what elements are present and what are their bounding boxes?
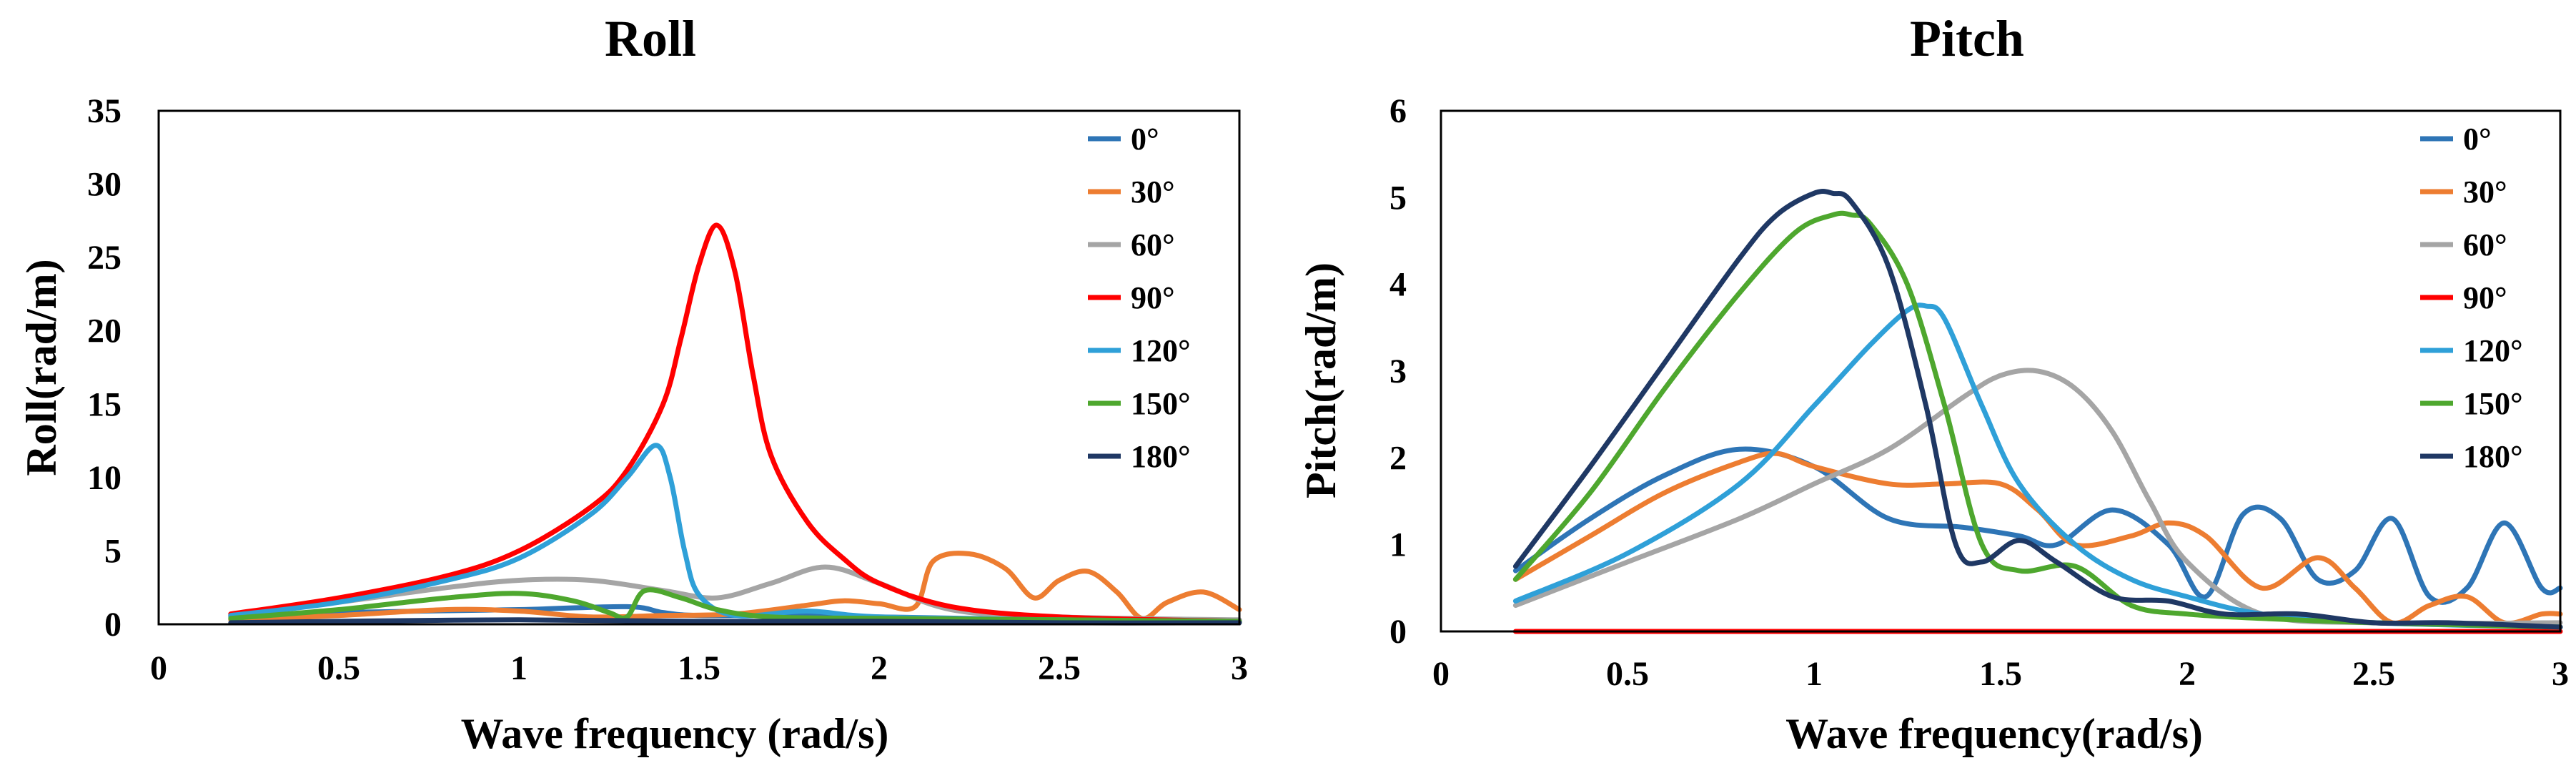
y-tick-label: 3 bbox=[1389, 353, 1407, 390]
x-tick-label: 0 bbox=[150, 649, 167, 687]
x-tick-label: 2 bbox=[871, 649, 888, 687]
y-tick-label: 20 bbox=[87, 312, 122, 350]
x-tick-label: 2.5 bbox=[2352, 655, 2395, 693]
x-tick-label: 2 bbox=[2179, 655, 2196, 693]
chart-title: Roll bbox=[605, 10, 696, 67]
x-axis-label: Wave frequency(rad/s) bbox=[1785, 710, 2203, 757]
series-line bbox=[1512, 189, 2563, 630]
x-tick-label: 1 bbox=[510, 649, 527, 687]
legend-label: 30° bbox=[1131, 174, 1175, 210]
series-line bbox=[1512, 210, 2563, 630]
x-axis-label: Wave frequency (rad/s) bbox=[461, 710, 889, 757]
legend-item: 120° bbox=[2420, 333, 2523, 368]
legend-label: 180° bbox=[2463, 439, 2523, 474]
chart-title: Pitch bbox=[1910, 10, 2024, 67]
legend-item: 0° bbox=[1088, 122, 1159, 157]
legend-item: 60° bbox=[1088, 227, 1175, 262]
legend-item: 30° bbox=[1088, 174, 1175, 210]
x-tick-label: 1.5 bbox=[1979, 655, 2022, 693]
x-tick-label: 0.5 bbox=[1606, 655, 1649, 693]
y-tick-label: 0 bbox=[1389, 613, 1407, 651]
legend-label: 30° bbox=[2463, 174, 2507, 210]
legend: 0° 30° 60° 90° 120° 150° 180° bbox=[1088, 122, 1191, 474]
x-tick-labels: 0 0.5 1 1.5 2 2.5 3 bbox=[1432, 655, 2569, 693]
legend-item: 120° bbox=[1088, 333, 1191, 368]
series-lines bbox=[1512, 189, 2563, 634]
plot-area-frame bbox=[1440, 109, 2562, 633]
y-tick-label: 15 bbox=[87, 385, 122, 423]
legend-label: 150° bbox=[1131, 386, 1191, 421]
legend-label: 60° bbox=[2463, 227, 2507, 262]
y-tick-label: 0 bbox=[104, 606, 122, 644]
x-tick-label: 1 bbox=[1805, 655, 1823, 693]
legend-item: 60° bbox=[2420, 227, 2507, 262]
legend-label: 150° bbox=[2463, 386, 2523, 421]
legend-label: 0° bbox=[2463, 122, 2492, 157]
y-tick-label: 25 bbox=[87, 239, 122, 277]
legend-item: 150° bbox=[1088, 386, 1191, 421]
series-line bbox=[228, 587, 1242, 624]
series-line bbox=[1512, 446, 2563, 605]
y-tick-label: 4 bbox=[1389, 266, 1407, 304]
legend-label: 90° bbox=[2463, 280, 2507, 315]
series-line bbox=[228, 617, 1242, 626]
legend-label: 120° bbox=[2463, 333, 2523, 368]
x-tick-label: 0.5 bbox=[317, 649, 360, 687]
y-tick-label: 1 bbox=[1389, 526, 1407, 564]
legend: 0° 30° 60° 90° 120° 150° 180° bbox=[2420, 122, 2523, 474]
x-tick-label: 2.5 bbox=[1038, 649, 1081, 687]
legend-item: 180° bbox=[2420, 439, 2523, 474]
legend-label: 90° bbox=[1131, 280, 1175, 315]
y-axis-label: Pitch(rad/m) bbox=[1297, 262, 1344, 498]
y-tick-labels: 0 1 2 3 4 5 6 bbox=[1389, 92, 1407, 651]
legend-item: 150° bbox=[2420, 386, 2523, 421]
x-tick-label: 1.5 bbox=[678, 649, 720, 687]
series-lines bbox=[228, 222, 1242, 626]
x-tick-label: 0 bbox=[1432, 655, 1450, 693]
legend-label: 60° bbox=[1131, 227, 1175, 262]
legend-item: 30° bbox=[2420, 174, 2507, 210]
y-axis-label: Roll(rad/m) bbox=[18, 259, 65, 476]
legend-label: 0° bbox=[1131, 122, 1159, 157]
y-tick-label: 10 bbox=[87, 459, 122, 497]
chart-pitch: Pitch Pitch(rad/m) Wave frequency(rad/s)… bbox=[1297, 10, 2569, 757]
y-tick-label: 6 bbox=[1389, 92, 1407, 130]
legend-item: 0° bbox=[2420, 122, 2492, 157]
x-tick-label: 3 bbox=[1231, 649, 1248, 687]
y-tick-labels: 0 5 10 15 20 25 30 35 bbox=[87, 92, 122, 644]
legend-label: 180° bbox=[1131, 439, 1191, 474]
legend-item: 90° bbox=[1088, 280, 1175, 315]
y-tick-label: 2 bbox=[1389, 439, 1407, 477]
series-line bbox=[228, 551, 1242, 623]
chart-roll: Roll Roll(rad/m) Wave frequency (rad/s) … bbox=[18, 10, 1248, 757]
y-tick-label: 5 bbox=[1389, 179, 1407, 217]
y-tick-label: 35 bbox=[87, 92, 122, 130]
plot-area-frame bbox=[157, 109, 1241, 626]
legend-item: 90° bbox=[2420, 280, 2507, 315]
y-tick-label: 5 bbox=[104, 532, 122, 570]
legend-item: 180° bbox=[1088, 439, 1191, 474]
series-line bbox=[1512, 451, 2563, 626]
y-tick-label: 30 bbox=[87, 166, 122, 204]
series-line bbox=[1512, 368, 2563, 626]
x-tick-label: 3 bbox=[2552, 655, 2569, 693]
legend-label: 120° bbox=[1131, 333, 1191, 368]
x-tick-labels: 0 0.5 1 1.5 2 2.5 3 bbox=[150, 649, 1248, 687]
series-line bbox=[228, 222, 1242, 624]
